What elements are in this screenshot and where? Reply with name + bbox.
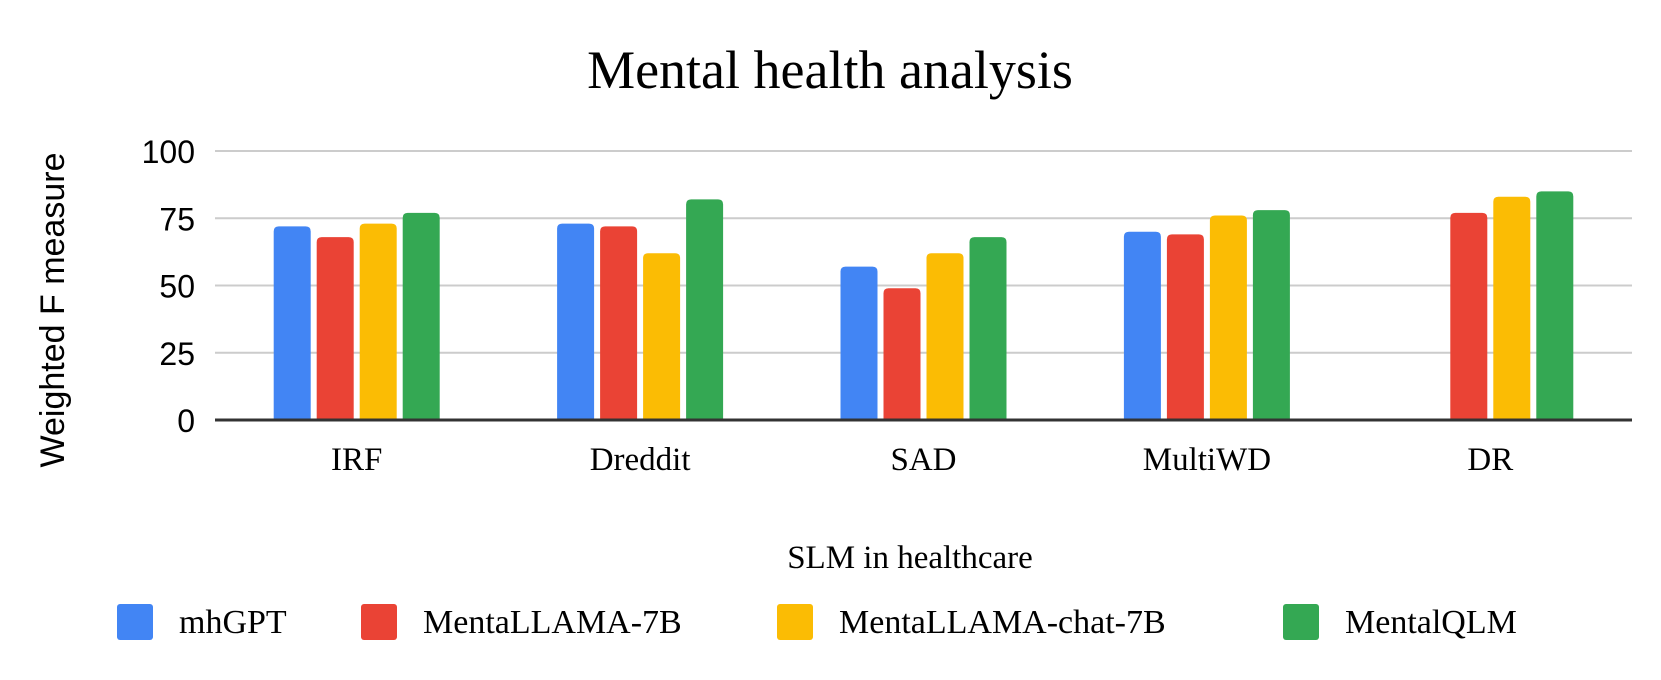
- bar-mentallama-chat-7b-irf: [359, 223, 397, 420]
- legend-label: mhGPT: [179, 604, 287, 641]
- legend-swatch: [117, 604, 153, 640]
- y-tick-label: 75: [159, 201, 195, 237]
- bar-mhgpt-dreddit: [557, 223, 595, 420]
- bar-mentalqlm-multiwd: [1252, 210, 1290, 420]
- x-tick-label: DR: [1467, 442, 1513, 478]
- gridlines: [215, 150, 1632, 354]
- y-tick-label: 100: [142, 134, 195, 170]
- bar-mentallama-7b-sad: [883, 288, 921, 420]
- x-tick-label: SAD: [890, 442, 956, 478]
- bar-mhgpt-sad: [840, 266, 878, 420]
- bar-mentallama-chat-7b-sad: [926, 253, 964, 420]
- legend-swatch: [777, 604, 813, 640]
- y-axis-label: Weighted F measure: [34, 153, 72, 468]
- bar-mentallama-chat-7b-multiwd: [1209, 215, 1247, 420]
- legend-swatch: [1283, 604, 1319, 640]
- bar-mentallama-7b-dr: [1450, 212, 1488, 420]
- x-tick-label: IRF: [331, 442, 382, 478]
- bar-mentallama-7b-dreddit: [600, 226, 638, 420]
- y-tick-label: 25: [159, 336, 195, 372]
- x-tick-labels: IRF Dreddit SAD MultiWD DR: [331, 442, 1513, 478]
- bar-mentallama-chat-7b-dreddit: [643, 253, 681, 420]
- bar-mhgpt-irf: [273, 226, 311, 420]
- legend-label: MentaLLAMA-chat-7B: [839, 604, 1166, 641]
- x-axis-label: SLM in healthcare: [787, 540, 1033, 576]
- bar-mentallama-7b-multiwd: [1166, 234, 1204, 420]
- bar-mentallama-chat-7b-dr: [1493, 196, 1531, 420]
- chart-title: Mental health analysis: [587, 40, 1073, 100]
- bars: [273, 191, 1574, 420]
- legend-label: MentaLLAMA-7B: [423, 604, 682, 641]
- x-tick-label: Dreddit: [590, 442, 691, 478]
- bar-mentalqlm-irf: [402, 212, 440, 420]
- bar-mentallama-7b-irf: [316, 237, 354, 420]
- bar-mentalqlm-dr: [1536, 191, 1574, 420]
- bar-mentalqlm-sad: [969, 237, 1007, 420]
- legend-swatch: [361, 604, 397, 640]
- y-tick-label: 50: [159, 269, 195, 305]
- bar-mhgpt-multiwd: [1123, 231, 1161, 420]
- legend-label: MentalQLM: [1345, 604, 1517, 641]
- y-tick-label: 0: [177, 403, 195, 439]
- x-tick-label: MultiWD: [1143, 442, 1271, 478]
- y-tick-labels: 0 25 50 75 100: [142, 134, 195, 439]
- legend: mhGPT MentaLLAMA-7B MentaLLAMA-chat-7B Ment…: [117, 604, 1517, 641]
- bar-mentalqlm-dreddit: [686, 199, 724, 420]
